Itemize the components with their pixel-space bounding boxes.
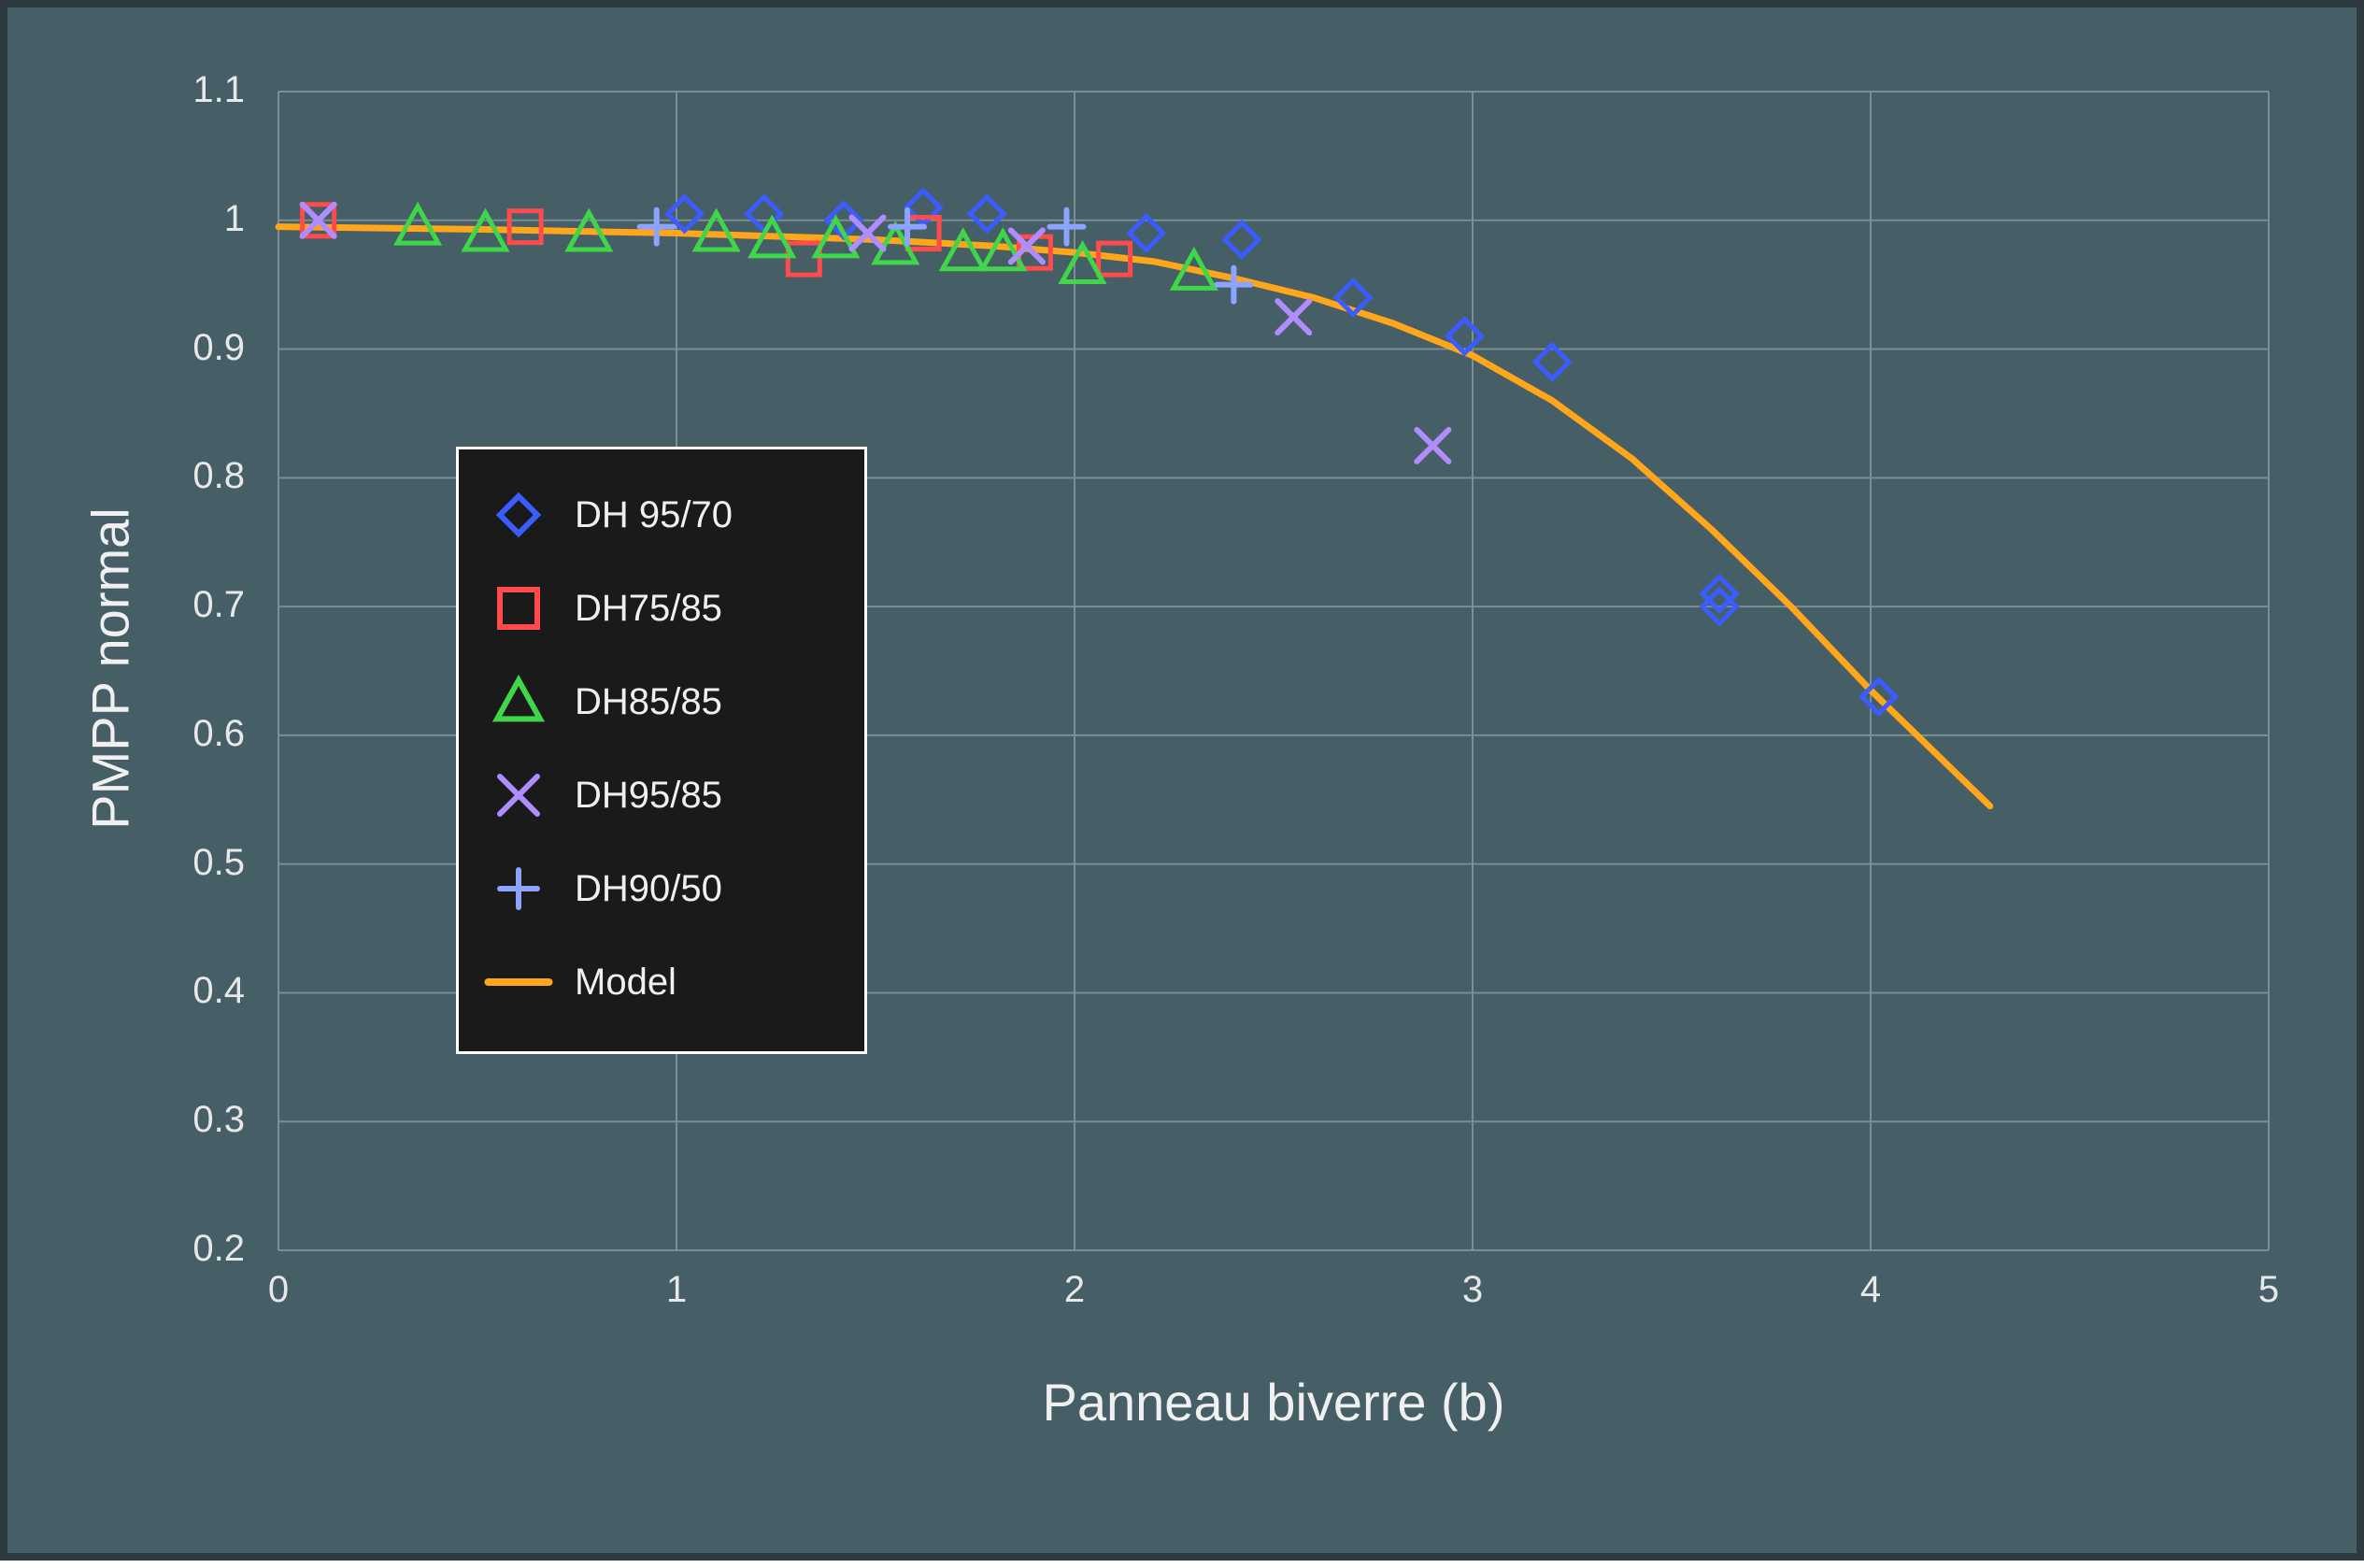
marker-plus [500, 870, 537, 907]
y-tick-label: 0.7 [192, 584, 245, 626]
legend-swatch-line [481, 935, 556, 1029]
legend: DH 95/70 DH75/85 DH85/85 DH95/85 DH90/50 Mode… [456, 447, 867, 1054]
marker-triangle [943, 232, 984, 268]
marker-x [1277, 301, 1309, 333]
y-axis-label: PMPP normal [80, 389, 141, 949]
legend-label: DH90/50 [575, 868, 722, 910]
legend-item: Model [481, 935, 842, 1029]
series-dh90-50 [640, 210, 1251, 302]
marker-x [500, 777, 537, 814]
marker-diamond [1225, 222, 1259, 256]
marker-triangle [497, 680, 540, 719]
legend-label: DH95/85 [575, 775, 722, 817]
legend-item: DH75/85 [481, 562, 842, 655]
chart-svg [7, 7, 2364, 1568]
x-tick-label: 2 [1037, 1269, 1112, 1311]
legend-swatch-diamond [481, 468, 556, 562]
marker-diamond [970, 197, 1004, 231]
legend-label: DH75/85 [575, 588, 722, 630]
y-tick-label: 0.5 [192, 842, 245, 884]
x-tick-label: 1 [639, 1269, 714, 1311]
marker-diamond [500, 496, 537, 534]
marker-triangle [397, 207, 438, 243]
marker-diamond [1130, 217, 1163, 250]
legend-item: DH95/85 [481, 748, 842, 842]
y-tick-label: 0.3 [192, 1099, 245, 1141]
marker-square [788, 243, 819, 275]
y-tick-label: 1.1 [192, 69, 245, 111]
x-tick-label: 4 [1833, 1269, 1908, 1311]
legend-item: DH 95/70 [481, 468, 842, 562]
y-tick-label: 1 [224, 198, 245, 240]
legend-swatch-triangle [481, 655, 556, 748]
legend-swatch-square [481, 562, 556, 655]
y-tick-label: 0.9 [192, 327, 245, 369]
marker-square [500, 590, 537, 627]
legend-label: Model [575, 962, 676, 1004]
y-tick-label: 0.8 [192, 455, 245, 497]
marker-diamond [1702, 577, 1736, 610]
y-tick-label: 0.6 [192, 713, 245, 755]
legend-item: DH90/50 [481, 842, 842, 935]
marker-square [509, 211, 541, 243]
marker-plus [1049, 210, 1083, 244]
x-tick-label: 3 [1435, 1269, 1510, 1311]
legend-swatch-plus [481, 842, 556, 935]
x-axis-label: Panneau biverre (b) [278, 1372, 2269, 1433]
legend-label: DH85/85 [575, 681, 722, 723]
marker-x [1417, 430, 1448, 462]
legend-label: DH 95/70 [575, 494, 733, 536]
x-tick-label: 5 [2231, 1269, 2306, 1311]
marker-diamond [1535, 345, 1569, 378]
series-dh95-85 [303, 205, 1449, 462]
marker-x [851, 218, 883, 249]
y-tick-label: 0.2 [192, 1228, 245, 1270]
x-tick-label: 0 [241, 1269, 316, 1311]
legend-item: DH85/85 [481, 655, 842, 748]
y-tick-label: 0.4 [192, 970, 245, 1012]
chart-root: 0 1 2 3 4 5 0.2 0.3 0.4 0.5 0.6 0.7 0.8 0.9 1 1.1 PMPP n… [0, 0, 2364, 1561]
legend-swatch-x [481, 748, 556, 842]
